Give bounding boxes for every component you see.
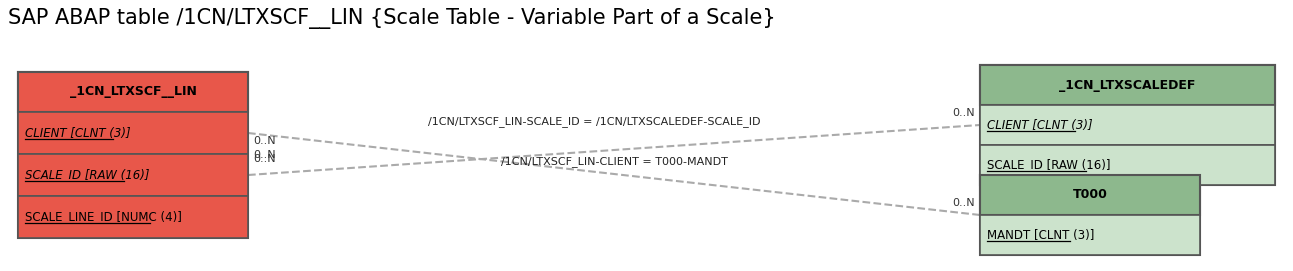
Bar bbox=[18, 112, 248, 154]
Bar bbox=[980, 65, 1275, 105]
Text: /1CN/LTXSCF_LIN-SCALE_ID = /1CN/LTXSCALEDEF-SCALE_ID: /1CN/LTXSCF_LIN-SCALE_ID = /1CN/LTXSCALE… bbox=[428, 117, 760, 127]
Text: SCALE_ID [RAW (16)]: SCALE_ID [RAW (16)] bbox=[987, 159, 1111, 172]
Bar bbox=[980, 65, 1275, 185]
Text: 0..N: 0..N bbox=[953, 198, 975, 208]
Text: MANDT [CLNT (3)]: MANDT [CLNT (3)] bbox=[987, 228, 1094, 241]
Text: _1CN_LTXSCALEDEF: _1CN_LTXSCALEDEF bbox=[1059, 79, 1196, 92]
Bar bbox=[18, 196, 248, 238]
Text: /1CN/LTXSCF_LIN-CLIENT = T000-MANDT: /1CN/LTXSCF_LIN-CLIENT = T000-MANDT bbox=[500, 157, 728, 167]
Text: _1CN_LTXSCF__LIN: _1CN_LTXSCF__LIN bbox=[70, 85, 197, 98]
Bar bbox=[980, 215, 1200, 255]
Text: 0..N: 0..N bbox=[253, 154, 275, 164]
Bar bbox=[18, 72, 248, 112]
Bar bbox=[980, 105, 1275, 145]
Bar bbox=[980, 175, 1200, 255]
Text: SCALE_ID [RAW (16)]: SCALE_ID [RAW (16)] bbox=[25, 169, 150, 182]
Text: 0..N: 0..N bbox=[253, 136, 275, 146]
Bar bbox=[18, 154, 248, 196]
Text: SCALE_LINE_ID [NUMC (4)]: SCALE_LINE_ID [NUMC (4)] bbox=[25, 211, 182, 224]
Text: 0..N: 0..N bbox=[253, 150, 275, 160]
Text: T000: T000 bbox=[1073, 189, 1107, 202]
Text: SAP ABAP table /1CN/LTXSCF__LIN {Scale Table - Variable Part of a Scale}: SAP ABAP table /1CN/LTXSCF__LIN {Scale T… bbox=[8, 8, 776, 29]
Text: 0..N: 0..N bbox=[953, 108, 975, 118]
Text: CLIENT [CLNT (3)]: CLIENT [CLNT (3)] bbox=[987, 118, 1093, 131]
Bar bbox=[980, 175, 1200, 215]
Text: CLIENT [CLNT (3)]: CLIENT [CLNT (3)] bbox=[25, 127, 131, 140]
Bar bbox=[18, 72, 248, 238]
Bar bbox=[980, 145, 1275, 185]
